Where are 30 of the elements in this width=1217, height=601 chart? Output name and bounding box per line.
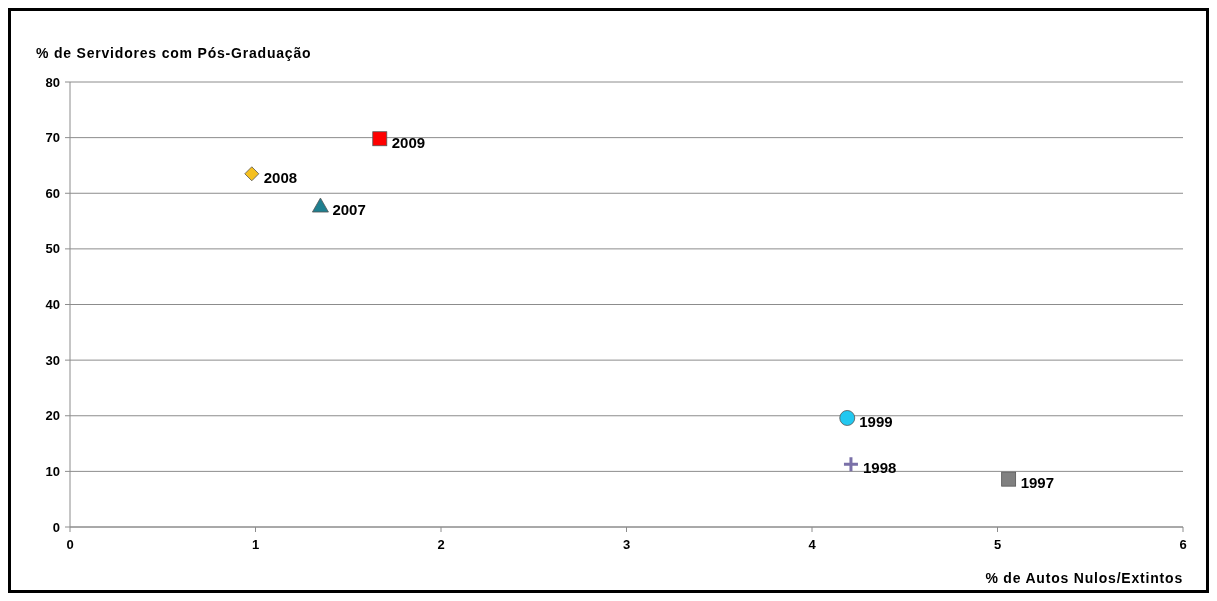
y-tick-label: 30: [45, 352, 60, 368]
y-tick-label: 0: [52, 519, 60, 535]
point: [1001, 471, 1017, 487]
y-tick-label: 50: [45, 241, 60, 257]
y-tick-label: 80: [45, 74, 60, 90]
y-tick-label: 20: [45, 408, 60, 424]
x-tick-label: 5: [993, 537, 1002, 552]
y-tick-label: 60: [45, 185, 60, 201]
x-tick-label: 4: [808, 537, 817, 552]
point: [843, 457, 858, 472]
y-tick-label: 10: [45, 463, 60, 479]
point: [839, 410, 856, 426]
series-label: 1997: [1020, 474, 1055, 492]
x-tick-label: 0: [66, 537, 74, 552]
series-label: 2008: [263, 169, 298, 187]
y-tick-label: 40: [45, 297, 60, 313]
point: [312, 197, 329, 213]
x-axis-title: % de Autos Nulos/Extintos: [985, 570, 1183, 586]
point: [372, 131, 388, 147]
x-tick-label: 1: [251, 537, 260, 552]
series-label: 1999: [859, 413, 893, 431]
x-tick-label: 3: [622, 537, 631, 552]
x-tick-label: 6: [1179, 537, 1187, 552]
y-tick-label: 70: [45, 130, 60, 146]
x-tick-label: 2: [437, 537, 445, 552]
point: [244, 166, 260, 182]
series-label: 2009: [391, 133, 426, 151]
chart-title: % de Servidores com Pós-Graduação: [36, 45, 312, 61]
series-label: 1998: [862, 459, 897, 477]
series-label: 2007: [332, 201, 366, 219]
